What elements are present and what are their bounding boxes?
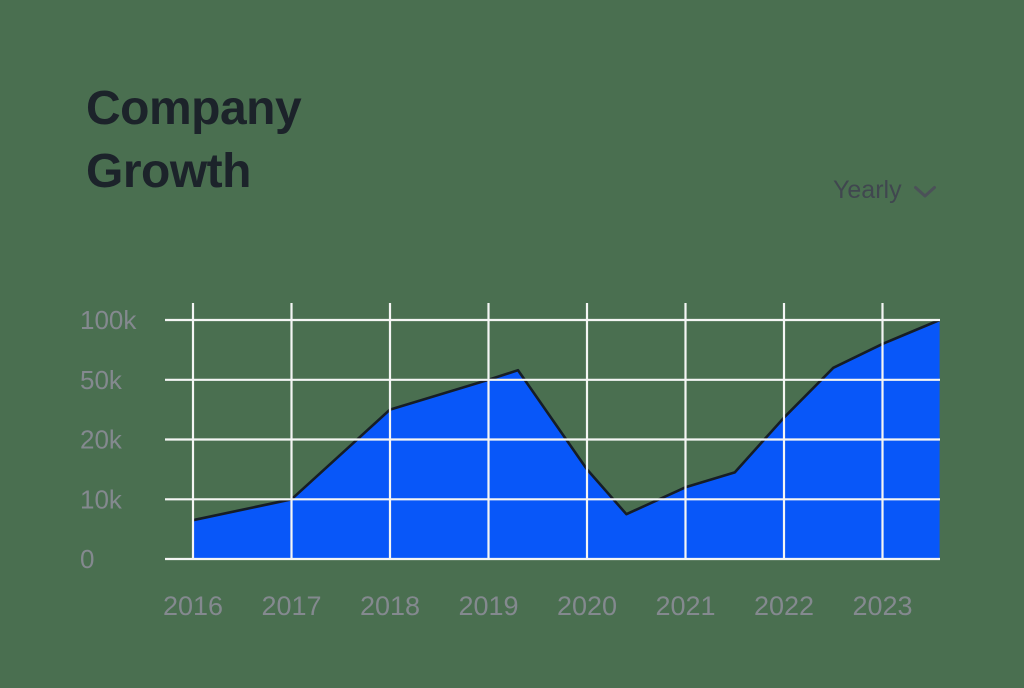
chevron-down-icon — [913, 186, 936, 198]
period-selector-label: Yearly — [833, 176, 902, 204]
x-axis-label: 2019 — [458, 591, 518, 621]
x-axis-label: 2022 — [754, 591, 814, 621]
y-axis-label: 50k — [80, 365, 123, 395]
page-title: Company Growth — [86, 82, 302, 198]
x-axis-label: 2018 — [360, 591, 420, 621]
x-axis-label: 2020 — [557, 591, 617, 621]
x-axis-label: 2021 — [655, 591, 715, 621]
y-axis-label: 20k — [80, 425, 123, 455]
y-axis-label: 100k — [80, 305, 137, 335]
y-axis-label: 0 — [80, 544, 94, 574]
period-selector[interactable]: Yearly — [833, 176, 937, 205]
x-axis-label: 2017 — [261, 591, 321, 621]
y-axis-label: 10k — [80, 484, 123, 514]
x-axis-label: 2023 — [852, 591, 912, 621]
x-axis-label: 2016 — [163, 591, 223, 621]
